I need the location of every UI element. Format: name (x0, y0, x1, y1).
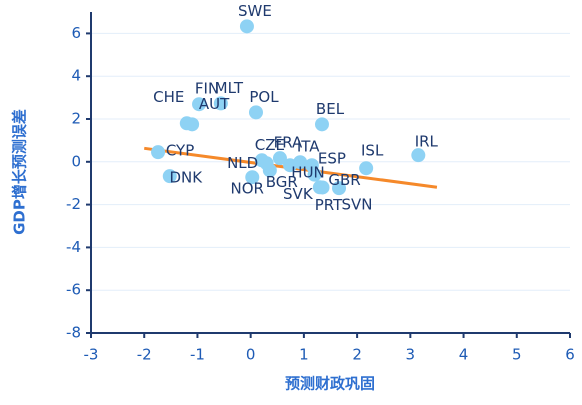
point-label: BGR (266, 173, 298, 191)
y-tick-label: 6 (71, 24, 81, 42)
y-tick-label: -2 (66, 195, 81, 213)
point (272, 151, 287, 166)
x-tick-label: 5 (512, 346, 522, 364)
x-tick-label: 2 (352, 346, 362, 364)
point-label: CHE (153, 88, 184, 106)
point-label: SVN (342, 196, 373, 214)
point-label: FIN (195, 80, 219, 98)
point (239, 19, 254, 34)
point-label: DNK (169, 169, 203, 187)
point-label: ESP (318, 150, 346, 168)
y-tick-label: -8 (66, 324, 81, 342)
point (307, 167, 322, 182)
point-label: NLD (227, 154, 258, 172)
point-label: POL (249, 88, 279, 106)
point-label: ISL (361, 142, 384, 160)
x-tick-label: 3 (406, 346, 416, 364)
x-tick-label: 6 (565, 346, 575, 364)
x-tick-label: 1 (299, 346, 309, 364)
point-label: CYP (166, 142, 194, 160)
x-tick-label: -2 (137, 346, 152, 364)
point (162, 169, 177, 184)
point-label: GBR (328, 171, 360, 189)
point-label: AUT (199, 95, 230, 113)
y-tick-label: -6 (66, 281, 81, 299)
point-label: BEL (316, 100, 345, 118)
y-tick-label: 2 (71, 110, 81, 128)
y-tick-label: -4 (66, 238, 81, 256)
point (314, 117, 329, 132)
y-axis-label: GDP增长预测误差 (11, 109, 29, 235)
x-tick-label: -3 (84, 346, 99, 364)
point-label: IRL (415, 133, 439, 151)
point-label: SWE (238, 2, 272, 20)
point (315, 180, 330, 195)
point (262, 163, 277, 178)
point (245, 170, 260, 185)
y-tick-label: 4 (71, 67, 81, 85)
point (411, 148, 426, 163)
point-label: ITA (297, 138, 320, 156)
point (151, 145, 166, 160)
x-axis-label: 预测财政巩固 (285, 375, 375, 393)
point (248, 105, 263, 120)
point-label: NOR (231, 180, 264, 198)
point (332, 181, 347, 196)
y-tick-label: 0 (71, 152, 81, 170)
point (185, 117, 200, 132)
point-label: MLT (215, 79, 244, 97)
point (192, 97, 207, 112)
x-tick-label: 0 (246, 346, 256, 364)
point (213, 96, 228, 111)
point-label: PRT (315, 196, 343, 214)
point-label: CZE (255, 136, 285, 154)
point-label: SVK (283, 185, 314, 203)
x-tick-label: 4 (459, 346, 469, 364)
point-label: HUN (291, 164, 324, 182)
x-tick-label: -1 (190, 346, 205, 364)
point (283, 158, 298, 173)
point (359, 161, 374, 176)
point-label: FRA (274, 134, 303, 152)
